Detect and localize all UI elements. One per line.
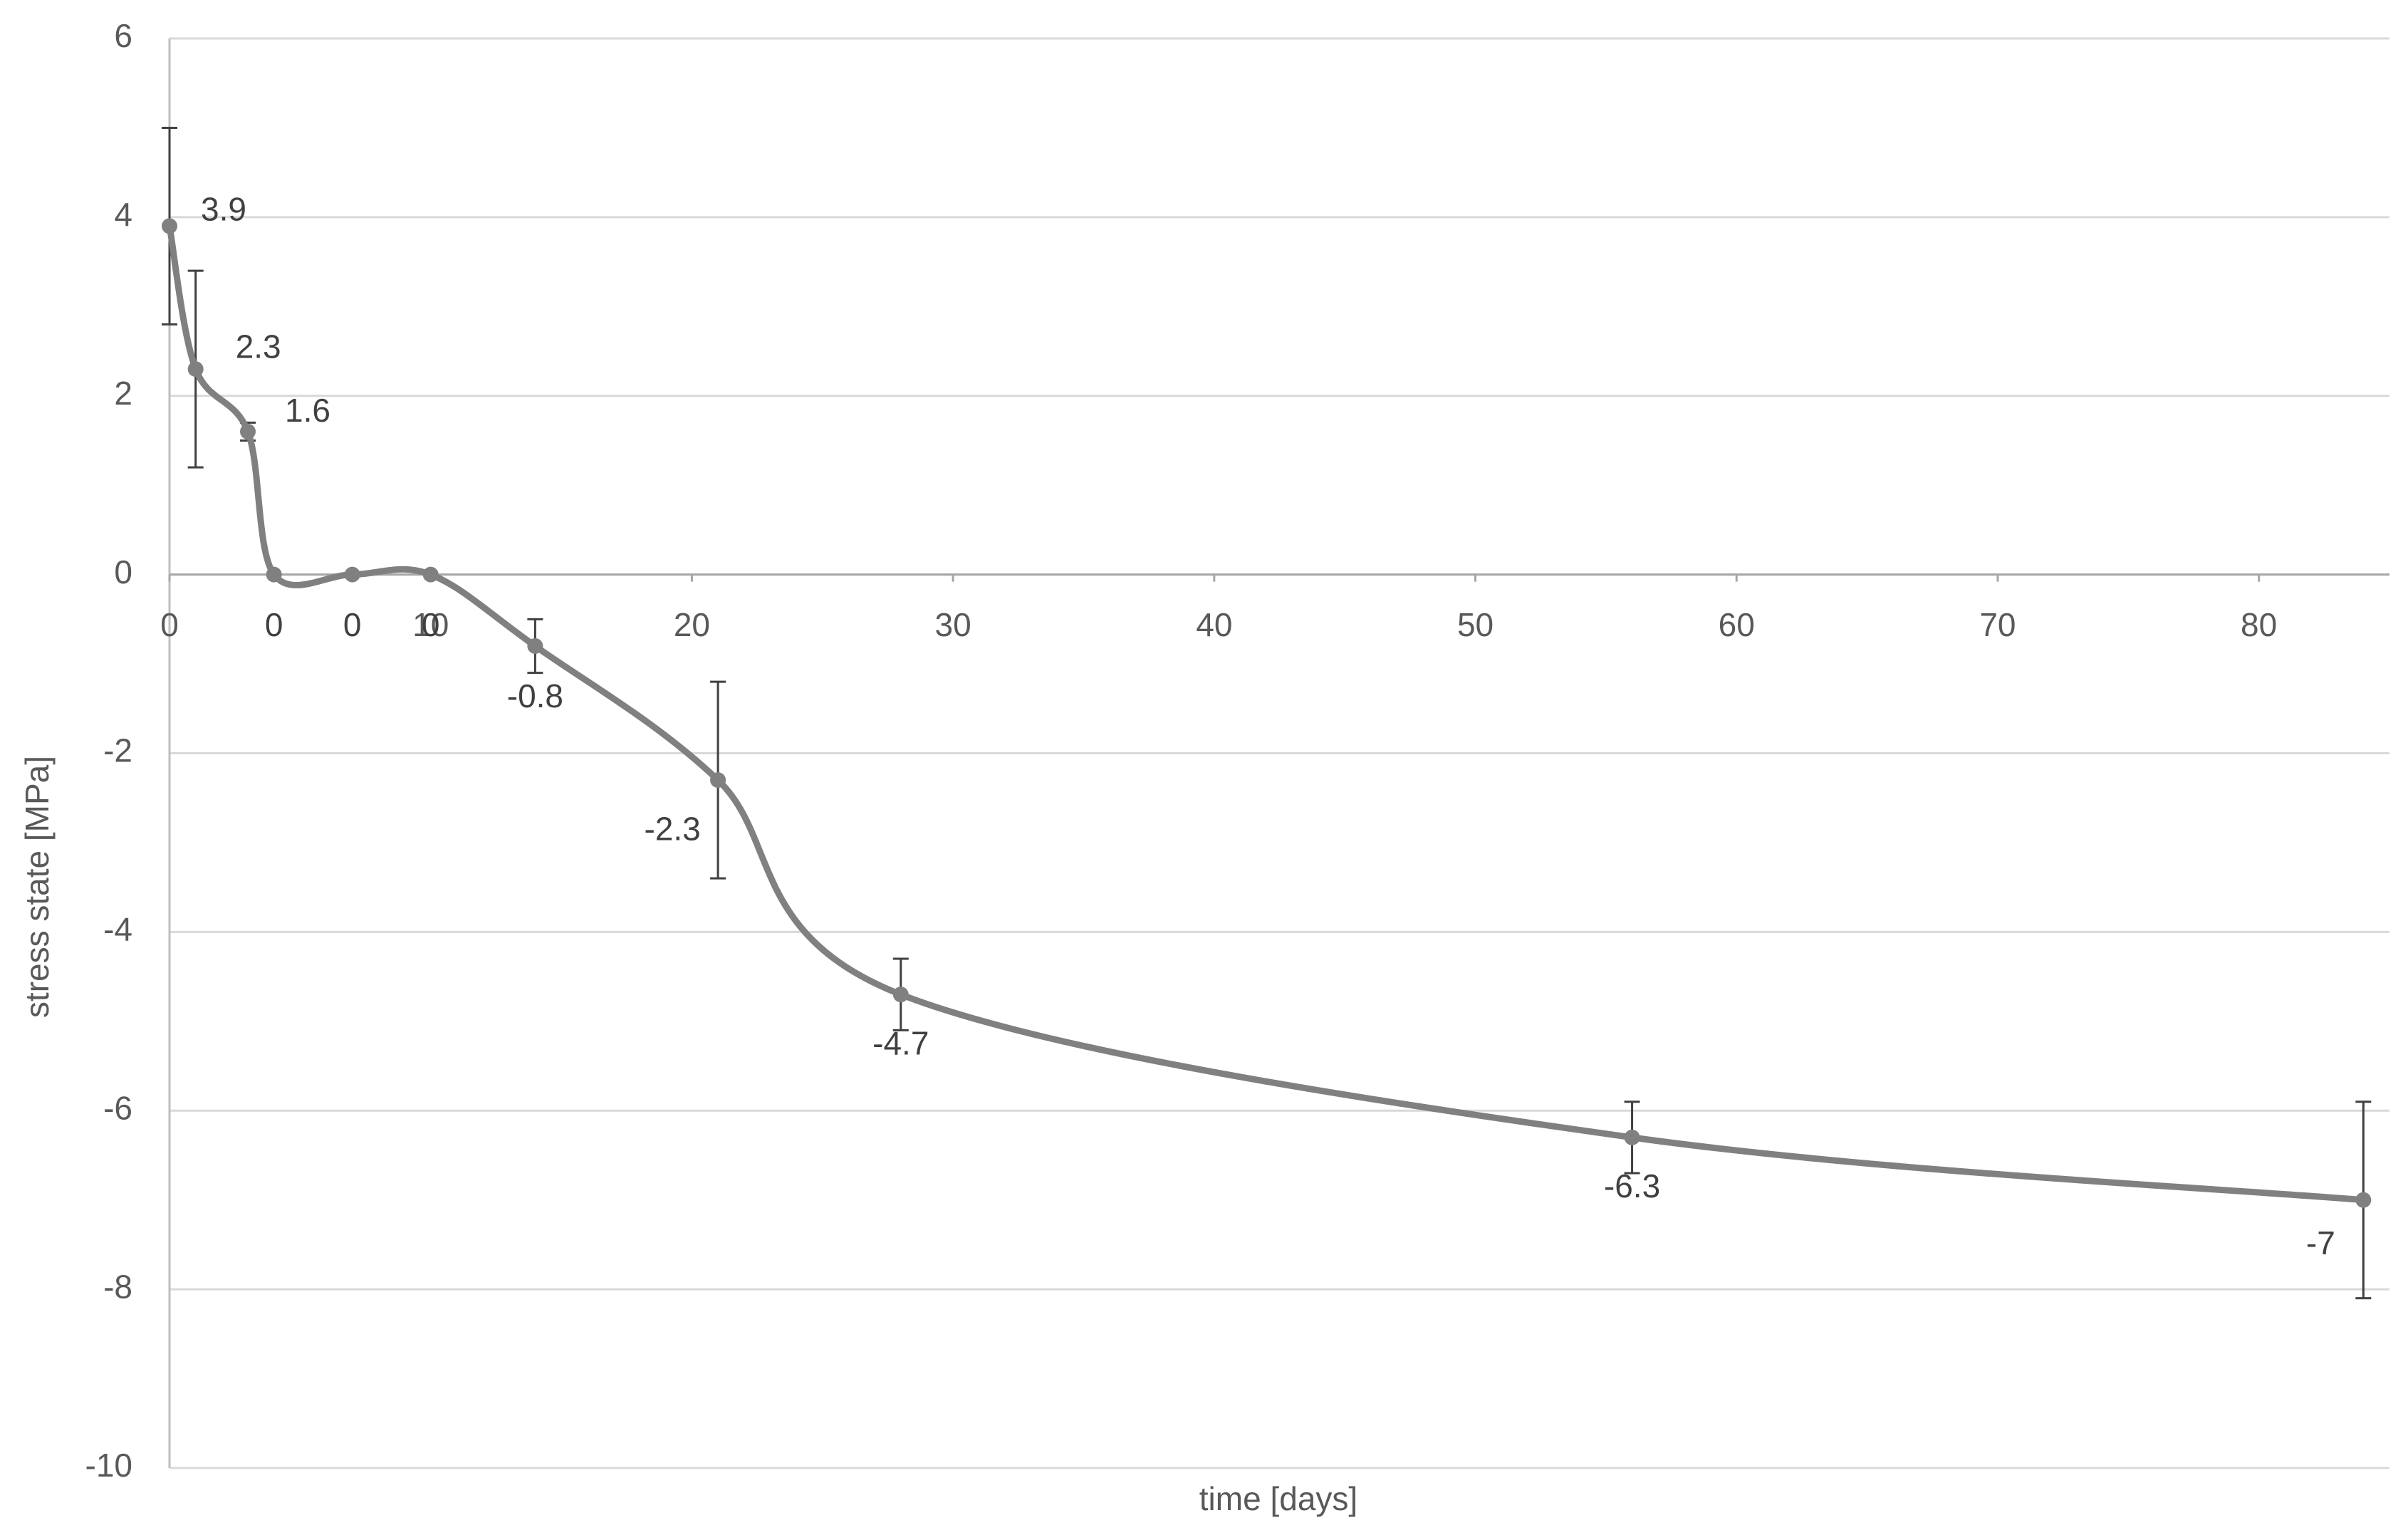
data-label: 2.3 <box>236 328 281 365</box>
series-line <box>166 225 2364 1204</box>
data-label: -4.7 <box>872 1024 929 1061</box>
data-label: -7 <box>2306 1224 2335 1261</box>
x-tick-label: 30 <box>935 606 971 643</box>
x-tick-label: 70 <box>1979 606 2016 643</box>
x-tick-label: 0 <box>160 606 179 643</box>
marker <box>527 638 543 654</box>
data-label: 3.9 <box>201 191 246 228</box>
x-tick-label: 80 <box>2241 606 2277 643</box>
y-tick-label: 2 <box>114 375 132 412</box>
marker <box>162 218 177 234</box>
data-label: -2.3 <box>644 810 700 847</box>
y-tick-label: -10 <box>85 1447 132 1484</box>
marker <box>2355 1192 2372 1208</box>
marker <box>266 566 282 583</box>
x-tick-label: 20 <box>674 606 710 643</box>
marker <box>187 361 204 378</box>
marker <box>240 423 256 439</box>
x-tick-label: 40 <box>1196 606 1232 643</box>
data-label: 0 <box>422 606 440 643</box>
x-axis-title: time [days] <box>1199 1480 1357 1517</box>
marker <box>422 566 439 583</box>
data-label: -0.8 <box>507 677 563 714</box>
y-tick-label: -6 <box>103 1089 132 1126</box>
y-tick-label: -2 <box>103 732 132 769</box>
marker <box>892 987 909 1003</box>
marker <box>1624 1129 1640 1145</box>
data-label: -6.3 <box>1604 1167 1660 1204</box>
y-tick-label: 4 <box>114 196 132 233</box>
y-tick-label: 0 <box>114 553 132 590</box>
y-tick-label: 6 <box>114 17 132 54</box>
marker <box>344 566 360 583</box>
marker <box>710 772 726 789</box>
y-axis-title: stress state [MPa] <box>19 756 56 1018</box>
y-tick-label: -8 <box>103 1268 132 1305</box>
x-tick-label: 10 <box>412 606 449 643</box>
data-label: 0 <box>343 606 362 643</box>
data-label: 0 <box>265 606 283 643</box>
y-tick-label: -4 <box>103 911 132 948</box>
x-tick-label: 50 <box>1457 606 1494 643</box>
x-tick-label: 60 <box>1719 606 1755 643</box>
data-label: 1.6 <box>285 392 330 429</box>
